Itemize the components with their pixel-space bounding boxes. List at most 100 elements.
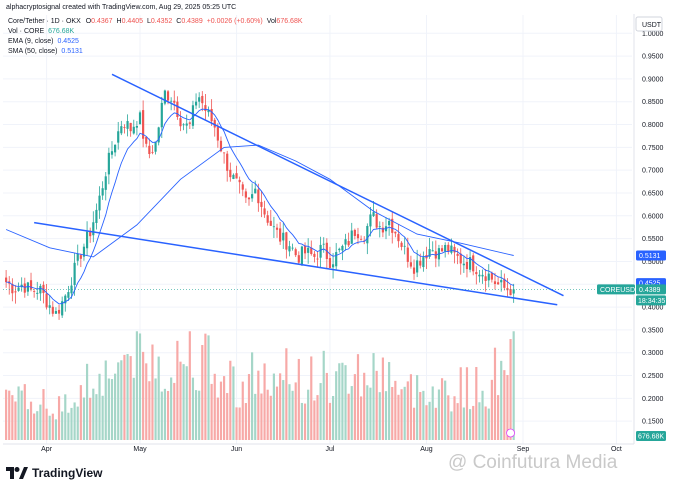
volume-bar — [247, 374, 251, 440]
volume-bar — [26, 409, 30, 440]
volume-bar — [213, 373, 216, 440]
volume-bar — [238, 407, 241, 440]
volume-bar — [500, 360, 503, 440]
candle-body — [300, 246, 304, 265]
volume-bar — [350, 386, 353, 440]
candle-body — [381, 227, 384, 233]
tradingview-branding[interactable]: TradingView — [6, 466, 102, 480]
price-tick-15: 0.2500 — [642, 373, 664, 380]
candle-body — [85, 231, 89, 249]
time-label-sep: Sep — [517, 446, 530, 453]
candle-body — [431, 250, 434, 252]
volume-bar — [444, 380, 447, 440]
candle-body — [291, 247, 294, 249]
candle-body — [114, 144, 117, 153]
candle-body — [126, 121, 129, 129]
candle-body — [269, 220, 272, 226]
volume-bar — [310, 356, 313, 440]
trendlines — [3, 73, 632, 306]
trendline-lower — [34, 221, 558, 306]
volume-bar — [468, 409, 472, 440]
time-axis[interactable]: Apr May Jun Jul Aug Sep Oct — [3, 443, 634, 453]
candle-body — [36, 292, 39, 294]
candle-body — [428, 249, 431, 257]
candle-body — [166, 91, 170, 101]
volume-bar — [244, 403, 247, 440]
volume-legend-value: 676.68K — [48, 28, 75, 35]
sma-price-badge-bg — [636, 250, 666, 261]
volume-bar — [437, 389, 441, 440]
price-tick-14: 0.3000 — [642, 350, 664, 357]
candle-body — [344, 239, 347, 245]
candle-body — [456, 253, 459, 256]
price-tick-10: 0.5000 — [642, 259, 664, 266]
candle-body — [216, 127, 219, 141]
volume-bar — [226, 393, 229, 440]
volume-bar — [394, 380, 397, 440]
volume-bar — [406, 381, 409, 440]
volume-bar — [107, 378, 110, 440]
candle-body — [188, 122, 191, 124]
candle-body — [316, 258, 319, 260]
volume-bar — [478, 402, 481, 440]
price-tick-6: 0.7000 — [642, 168, 664, 175]
volume-bar — [232, 366, 235, 440]
volume-bar — [303, 403, 307, 440]
volume-legend-label: Vol · CORE — [8, 28, 45, 35]
candle-body — [313, 253, 316, 257]
candle-body — [388, 220, 391, 226]
volume-bar — [450, 411, 453, 440]
candle-body — [403, 245, 406, 247]
ema-legend-row[interactable]: EMA (9, close) 0.4525 — [8, 37, 79, 46]
candle-body — [288, 246, 291, 252]
sma-legend-row[interactable]: SMA (50, close) 0.5131 — [8, 47, 83, 56]
price-scale[interactable]: 1.0000 0.9500 0.9000 0.8500 0.8000 0.7500 0.70… — [633, 14, 664, 444]
volume-bar — [76, 406, 79, 440]
volume-bar — [54, 419, 58, 440]
candle-body — [39, 285, 42, 294]
price-tick-4: 0.8000 — [642, 122, 664, 129]
volume-badge-bg — [636, 431, 666, 441]
candle-body — [275, 227, 279, 230]
volume-bar — [431, 386, 434, 440]
volume-bar — [251, 352, 254, 440]
volume-bar — [70, 407, 73, 440]
candle-body — [204, 105, 207, 111]
volume-bar — [229, 360, 232, 440]
volume-bar — [328, 402, 332, 440]
candle-body — [145, 136, 148, 144]
price-tick-8: 0.6000 — [642, 213, 664, 220]
candle-body — [79, 255, 82, 259]
volume-bar — [434, 407, 437, 440]
volume-bar — [484, 406, 487, 440]
time-label-oct: Oct — [611, 446, 622, 453]
volume-bar — [5, 389, 8, 440]
volume-bar — [360, 396, 363, 440]
candle-body — [509, 289, 512, 296]
volume-bar — [17, 386, 20, 440]
volume-bar — [138, 333, 142, 440]
candle-body — [210, 109, 213, 122]
volume-bar — [82, 397, 86, 440]
candle-body — [356, 234, 360, 239]
candle-body — [142, 110, 145, 139]
volume-bar — [219, 381, 223, 440]
candle-body — [490, 273, 493, 280]
time-label-jul: Jul — [325, 446, 334, 453]
candle-body — [251, 194, 254, 199]
volume-bar — [347, 393, 350, 440]
volume-bar — [33, 413, 36, 440]
price-tick-7: 0.6500 — [642, 190, 664, 197]
candle-body — [120, 126, 123, 134]
volume-legend-row[interactable]: Vol · CORE 676.68K — [8, 27, 74, 36]
time-label-jun: Jun — [231, 446, 242, 453]
volume-bar — [325, 372, 328, 440]
volume-bar — [409, 374, 413, 440]
volume-bar — [300, 402, 304, 440]
volume-bar — [465, 367, 469, 440]
candle-body — [157, 127, 160, 143]
candle-body — [170, 100, 173, 102]
volume-bar — [497, 395, 500, 440]
